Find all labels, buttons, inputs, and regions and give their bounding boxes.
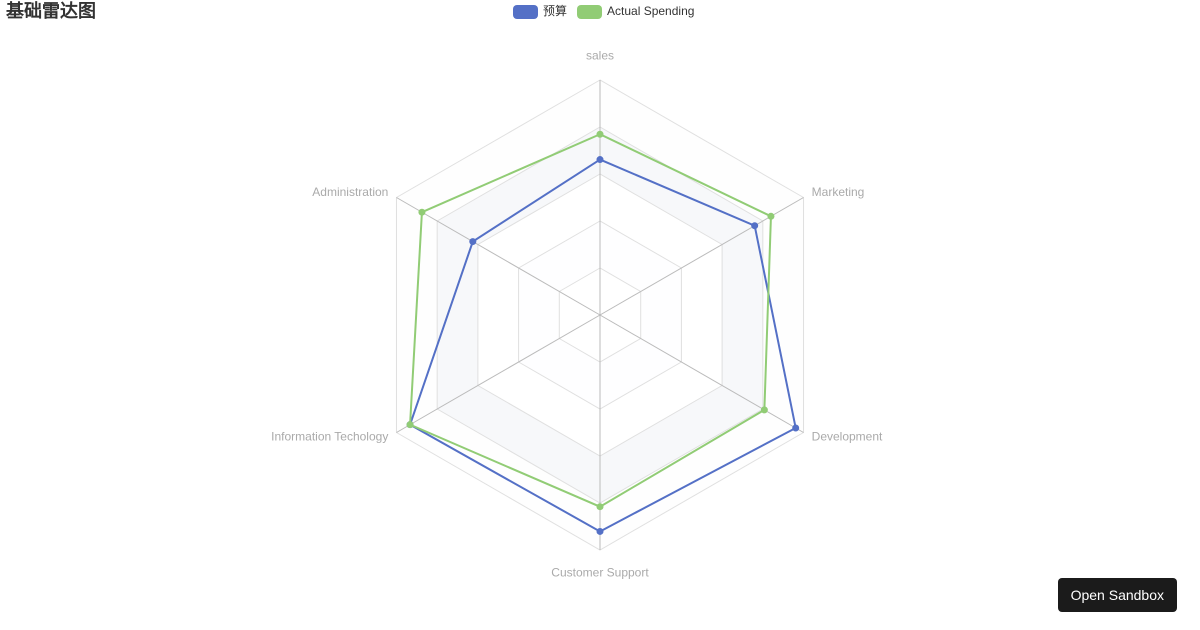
indicator-label: sales bbox=[586, 49, 614, 63]
open-sandbox-button[interactable]: Open Sandbox bbox=[1057, 578, 1177, 612]
axis-line bbox=[396, 314, 601, 433]
legend-swatch bbox=[577, 5, 603, 19]
legend-label: Actual Spending bbox=[607, 4, 694, 18]
axis-line bbox=[599, 314, 804, 433]
indicator-label: Customer Support bbox=[551, 566, 649, 580]
legend-label: 预算 bbox=[543, 3, 567, 18]
indicator-label: Marketing bbox=[812, 185, 865, 199]
radar-point bbox=[792, 424, 800, 432]
radar-point bbox=[596, 527, 604, 535]
radar-point bbox=[596, 156, 604, 164]
axis-line bbox=[396, 197, 601, 316]
radar-point bbox=[406, 421, 414, 429]
indicator-label: Information Techology bbox=[271, 429, 388, 443]
radar-point bbox=[596, 130, 604, 138]
radar-point bbox=[760, 406, 768, 414]
radar-point bbox=[751, 222, 759, 230]
indicator-label: Development bbox=[812, 429, 883, 443]
radar-point bbox=[767, 212, 775, 220]
chart-title: 基础雷达图 bbox=[5, 0, 96, 21]
radar-point bbox=[418, 208, 426, 216]
radar-point bbox=[596, 503, 604, 511]
legend-swatch bbox=[513, 5, 538, 19]
indicator-label: Administration bbox=[312, 185, 388, 199]
radar-point bbox=[469, 238, 477, 246]
